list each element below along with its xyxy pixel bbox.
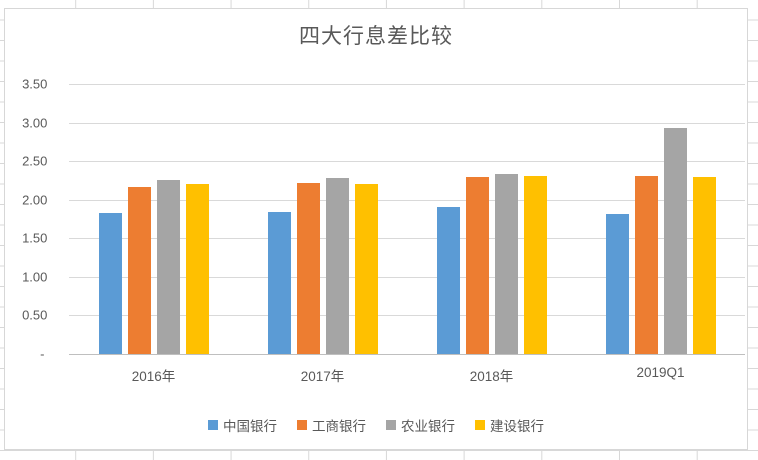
chart-object[interactable]: 四大行息差比较 3.50 3.00 2.50 2.00 1.50 1.00 0.… (4, 8, 748, 450)
x-category-label: 2018年 (469, 369, 514, 384)
y-tick-label: 1.50 (22, 230, 51, 246)
bar-中国银行-2018年[interactable] (436, 207, 460, 354)
gridline (69, 315, 745, 317)
plot-area (69, 84, 745, 355)
bar-group-2017年 (238, 84, 407, 354)
legend-swatch-icon (475, 420, 485, 430)
legend-label: 建设银行 (490, 419, 544, 434)
bar-工商银行-2019Q1[interactable] (634, 175, 658, 354)
bar-工商银行-2018年[interactable] (465, 176, 489, 354)
chart-title[interactable]: 四大行息差比较 (299, 25, 453, 48)
gridline (69, 199, 745, 201)
y-axis[interactable]: 3.50 3.00 2.50 2.00 1.50 1.00 0.50 - (5, 77, 51, 362)
bar-groups (69, 84, 745, 354)
y-tick-label: 3.00 (22, 115, 51, 131)
chart-legend[interactable]: 中国银行 工商银行 农业银行 建设银行 (5, 415, 747, 435)
legend-label: 工商银行 (312, 419, 366, 434)
legend-item-农业银行[interactable]: 农业银行 (386, 415, 455, 435)
legend-swatch-icon (297, 420, 307, 430)
bar-group-2018年 (407, 84, 576, 354)
bar-group-2016年 (69, 84, 238, 354)
gridline (69, 84, 745, 85)
bar-建设银行-2019Q1[interactable] (692, 177, 716, 354)
y-tick-label: 1.00 (22, 269, 51, 285)
x-category-label: 2016年 (131, 369, 176, 384)
bar-group-2019Q1 (576, 84, 745, 354)
x-axis[interactable]: 2016年 2017年 2018年 2019Q1 (69, 365, 745, 385)
bar-工商银行-2017年[interactable] (296, 182, 320, 354)
gridline (69, 122, 745, 124)
legend-swatch-icon (208, 420, 218, 430)
y-tick-label: - (40, 346, 51, 362)
y-tick-label: 2.00 (22, 192, 51, 208)
legend-item-中国银行[interactable]: 中国银行 (208, 415, 277, 435)
y-tick-label: 3.50 (22, 76, 51, 92)
x-axis-line (69, 354, 745, 355)
gridline (69, 161, 745, 163)
bar-工商银行-2016年[interactable] (127, 187, 151, 354)
y-tick-label: 2.50 (22, 153, 51, 169)
bar-建设银行-2018年[interactable] (523, 175, 547, 354)
bar-农业银行-2018年[interactable] (494, 174, 518, 354)
bar-农业银行-2019Q1[interactable] (663, 127, 687, 354)
legend-swatch-icon (386, 420, 396, 430)
y-tick-label: 0.50 (22, 307, 51, 323)
bar-中国银行-2016年[interactable] (98, 212, 122, 354)
x-category-label: 2019Q1 (636, 365, 685, 380)
bar-中国银行-2019Q1[interactable] (605, 213, 629, 354)
legend-label: 农业银行 (401, 419, 455, 434)
legend-item-建设银行[interactable]: 建设银行 (475, 415, 544, 435)
bar-中国银行-2017年[interactable] (267, 212, 291, 354)
bar-农业银行-2017年[interactable] (325, 178, 349, 354)
x-category-label: 2017年 (300, 369, 345, 384)
bar-建设银行-2016年[interactable] (185, 184, 209, 354)
gridline (69, 276, 745, 278)
bar-农业银行-2016年[interactable] (156, 180, 180, 354)
bar-建设银行-2017年[interactable] (354, 183, 378, 354)
legend-item-工商银行[interactable]: 工商银行 (297, 415, 366, 435)
legend-label: 中国银行 (223, 419, 277, 434)
gridline (69, 238, 745, 240)
